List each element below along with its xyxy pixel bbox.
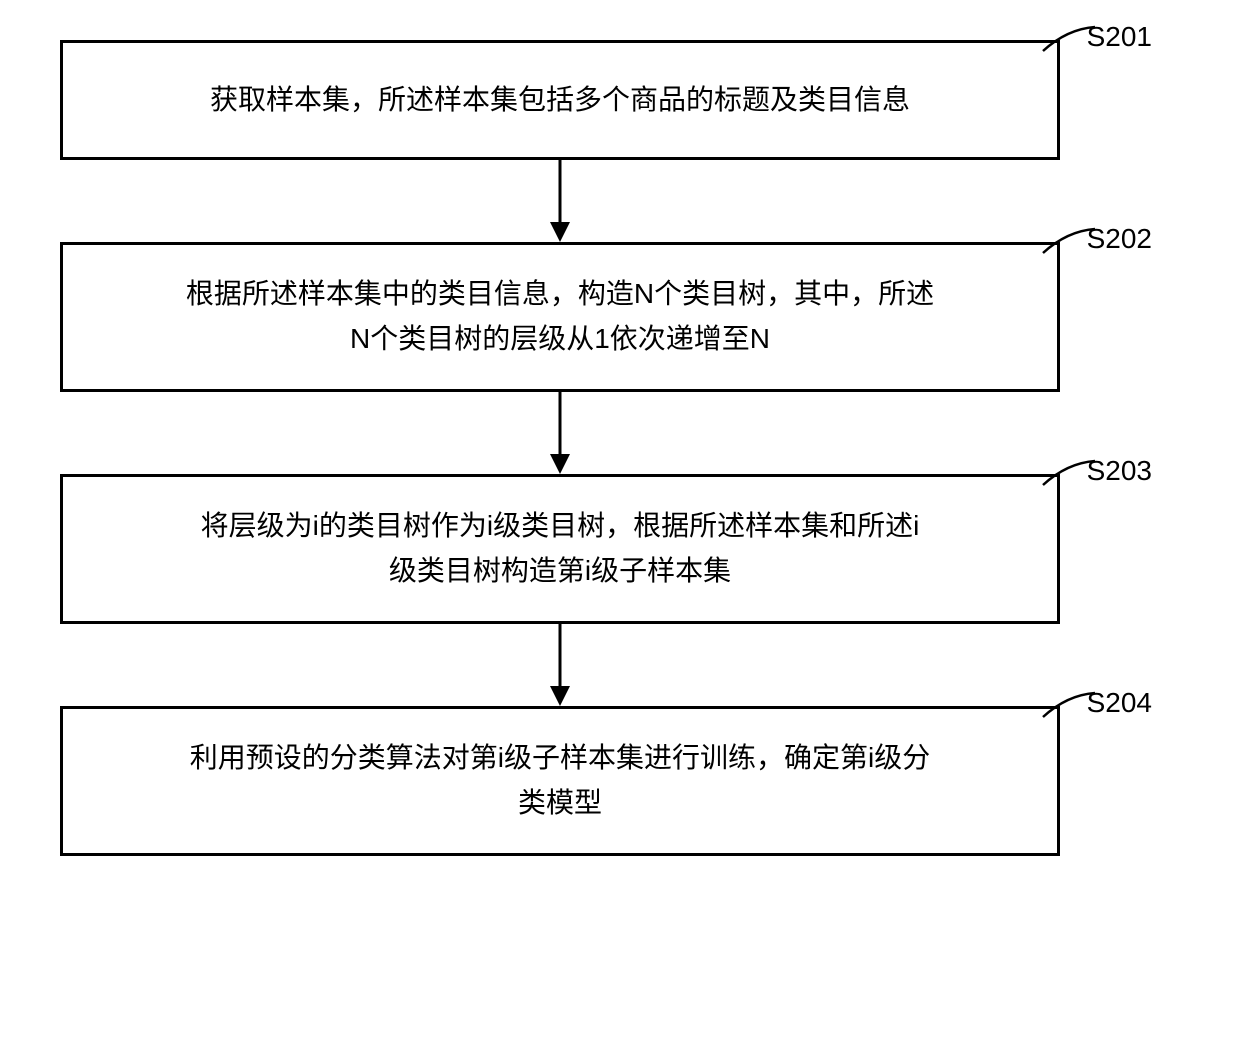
flowchart-container: S201 获取样本集，所述样本集包括多个商品的标题及类目信息 S202 根据所述… bbox=[60, 40, 1160, 856]
flow-arrow bbox=[60, 624, 1060, 706]
flow-arrow bbox=[60, 160, 1060, 242]
flow-arrow bbox=[60, 392, 1060, 474]
step-label: S204 bbox=[1087, 687, 1152, 719]
step-label: S201 bbox=[1087, 21, 1152, 53]
flow-step-box: S201 获取样本集，所述样本集包括多个商品的标题及类目信息 bbox=[60, 40, 1060, 160]
step-text: 将层级为i的类目树作为i级类目树，根据所述样本集和所述i 级类目树构造第i级子样… bbox=[201, 504, 920, 594]
step-label: S203 bbox=[1087, 455, 1152, 487]
step-text: 利用预设的分类算法对第i级子样本集进行训练，确定第i级分 类模型 bbox=[190, 736, 930, 826]
step-text: 获取样本集，所述样本集包括多个商品的标题及类目信息 bbox=[210, 78, 910, 123]
flow-step-box: S203 将层级为i的类目树作为i级类目树，根据所述样本集和所述i 级类目树构造… bbox=[60, 474, 1060, 624]
flow-step-box: S202 根据所述样本集中的类目信息，构造N个类目树，其中，所述 N个类目树的层… bbox=[60, 242, 1060, 392]
arrow-down-icon bbox=[540, 160, 580, 242]
arrow-down-icon bbox=[540, 392, 580, 474]
step-label: S202 bbox=[1087, 223, 1152, 255]
flow-step-box: S204 利用预设的分类算法对第i级子样本集进行训练，确定第i级分 类模型 bbox=[60, 706, 1060, 856]
step-text: 根据所述样本集中的类目信息，构造N个类目树，其中，所述 N个类目树的层级从1依次… bbox=[186, 272, 934, 362]
arrow-down-icon bbox=[540, 624, 580, 706]
